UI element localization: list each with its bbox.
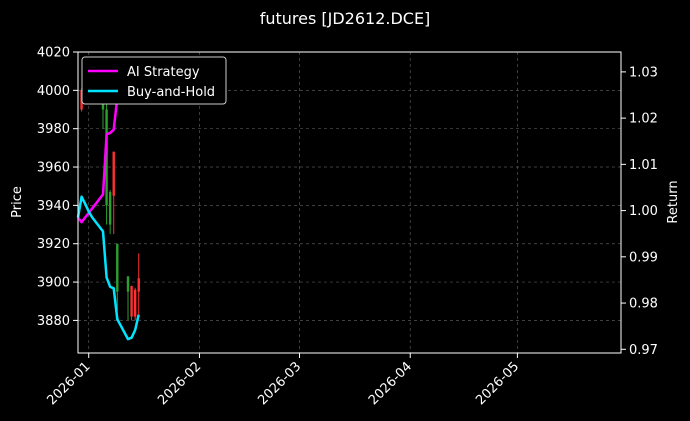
- buy-and-hold-line: [76, 195, 140, 341]
- y-tick-label: 3900: [37, 276, 70, 291]
- candle-body: [112, 151, 115, 196]
- y-tick-label: 3940: [37, 199, 70, 214]
- y-tick-label: 3960: [37, 161, 70, 176]
- x-tick-label: 2026-02: [155, 359, 204, 408]
- y2-tick-label: 1.01: [629, 158, 658, 173]
- x-tick-label: 2026-01: [45, 359, 94, 408]
- y-axis-label: Price: [10, 186, 25, 218]
- y2-tick-label: 0.98: [629, 297, 658, 312]
- y2-tick-label: 1.02: [629, 112, 658, 127]
- candle-body: [116, 243, 119, 292]
- y2-tick-label: 1.03: [629, 65, 658, 80]
- x-tick-label: 2026-03: [255, 359, 304, 408]
- y-tick-label: 3920: [37, 237, 70, 252]
- legend: AI Strategy Buy-and-Hold: [81, 56, 227, 105]
- legend-label-buy-and-hold: Buy-and-Hold: [127, 85, 215, 100]
- candle-body: [137, 278, 140, 292]
- chart-title: futures [JD2612.DCE]: [260, 9, 431, 28]
- plot-frame: [77, 51, 622, 354]
- candle-body: [133, 289, 137, 317]
- y-tick-label: 3980: [37, 122, 70, 137]
- y2-tick-label: 1.00: [629, 204, 658, 219]
- candle-body: [126, 276, 130, 292]
- y2-tick-label: 0.99: [629, 250, 658, 265]
- y-tick-label: 3880: [37, 314, 70, 329]
- x-tick-label: 2026-04: [366, 359, 415, 408]
- candle-body: [108, 191, 112, 225]
- candle-body: [130, 285, 133, 317]
- y-tick-label: 4000: [37, 84, 70, 99]
- x-tick-label: 2026-05: [473, 359, 522, 408]
- y2-tick-label: 0.97: [629, 343, 658, 358]
- legend-label-ai-strategy: AI Strategy: [127, 65, 200, 80]
- y2-axis-label: Return: [666, 180, 681, 223]
- candle-body: [105, 109, 108, 206]
- y-tick-label: 4020: [37, 46, 70, 61]
